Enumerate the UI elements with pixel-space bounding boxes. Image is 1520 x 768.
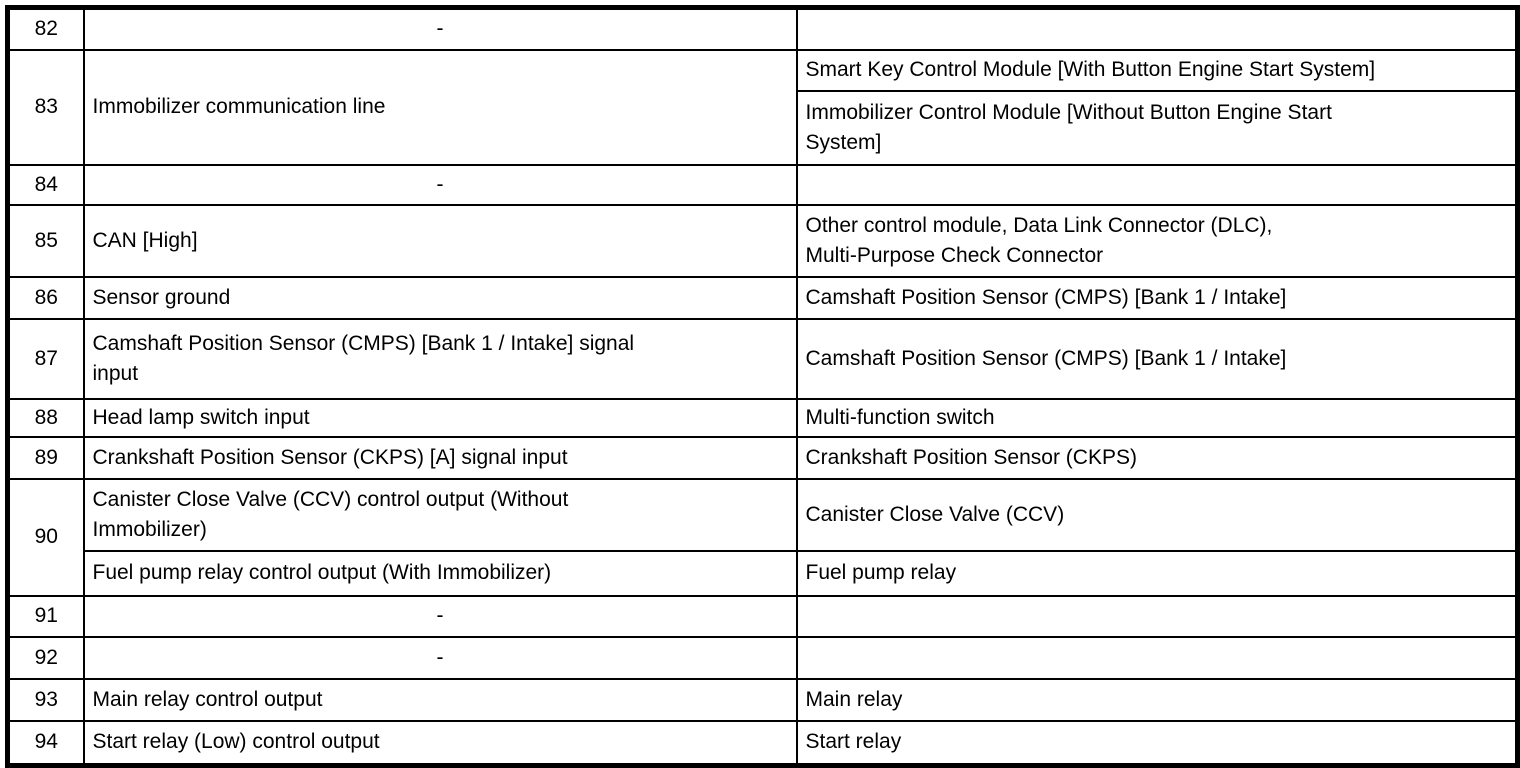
description-cell: Sensor ground: [82, 275, 798, 320]
description-cell: -: [82, 635, 798, 680]
table-row: 82 -: [6, 6, 1519, 51]
table-row: 88 Head lamp switch input Multi-function…: [6, 397, 1519, 438]
description-cell: Start relay (Low) control output: [82, 719, 798, 767]
connected-cell: [795, 6, 1519, 51]
description-cell: CAN [High]: [82, 203, 798, 278]
connected-cell: Smart Key Control Module [With Button En…: [795, 48, 1519, 92]
pin-number-cell: 82: [6, 6, 85, 51]
pin-number-cell: 84: [6, 163, 85, 206]
table-row: 83 Immobilizer communication line Smart …: [6, 48, 1519, 166]
connected-cell: Camshaft Position Sensor (CMPS) [Bank 1 …: [795, 317, 1519, 400]
connected-cell: Crankshaft Position Sensor (CKPS): [795, 435, 1519, 480]
table-row: 85 CAN [High] Other control module, Data…: [6, 203, 1519, 278]
pin-number-cell: 88: [6, 397, 85, 438]
connected-cell: [795, 594, 1519, 638]
description-cell: Immobilizer communication line: [82, 48, 798, 166]
pin-number-cell: 94: [6, 719, 85, 767]
pin-number-cell: 85: [6, 203, 85, 278]
pin-number-cell: 92: [6, 635, 85, 680]
table-row: 94 Start relay (Low) control output Star…: [6, 719, 1519, 767]
description-cell: Fuel pump relay control output (With Imm…: [82, 549, 798, 597]
connected-cell: Other control module, Data Link Connecto…: [795, 203, 1519, 278]
description-cell: Main relay control output: [82, 677, 798, 722]
connected-cell: [795, 635, 1519, 680]
table-row: 93 Main relay control output Main relay: [6, 677, 1519, 722]
table-row: 86 Sensor ground Camshaft Position Senso…: [6, 275, 1519, 320]
connector-pin-table: 82 - 83 Immobilizer communication line S…: [5, 5, 1520, 768]
pin-number-cell: 83: [6, 48, 85, 166]
pin-number-cell: 91: [6, 594, 85, 638]
connected-cell: Main relay: [795, 677, 1519, 722]
description-cell: -: [82, 6, 798, 51]
table-row: 89 Crankshaft Position Sensor (CKPS) [A]…: [6, 435, 1519, 480]
description-cell: Crankshaft Position Sensor (CKPS) [A] si…: [82, 435, 798, 480]
pin-number-cell: 93: [6, 677, 85, 722]
pin-number-cell: 90: [6, 477, 85, 597]
connected-cell: Start relay: [795, 719, 1519, 767]
pin-number-cell: 86: [6, 275, 85, 320]
table-sub-row: Immobilizer Control Module [Without Butt…: [8, 89, 1519, 166]
table-sub-row: Fuel pump relay control output (With Imm…: [8, 549, 1519, 597]
description-cell: Head lamp switch input: [82, 397, 798, 438]
connected-cell: [795, 163, 1519, 206]
connected-cell: Fuel pump relay: [795, 549, 1519, 597]
table-row: 87 Camshaft Position Sensor (CMPS) [Bank…: [6, 317, 1519, 400]
connected-cell: Immobilizer Control Module [Without Butt…: [795, 89, 1519, 166]
description-cell: -: [82, 163, 798, 206]
pin-number-cell: 87: [6, 317, 85, 400]
table-row: 91 -: [6, 594, 1519, 638]
connected-cell: Multi-function switch: [795, 397, 1519, 438]
connected-cell: Camshaft Position Sensor (CMPS) [Bank 1 …: [795, 275, 1519, 320]
connected-cell: Canister Close Valve (CCV): [795, 477, 1519, 552]
description-cell: Canister Close Valve (CCV) control outpu…: [82, 477, 798, 552]
table-row: 84 -: [6, 163, 1519, 206]
table-row: 92 -: [6, 635, 1519, 680]
pin-number-cell: 89: [6, 435, 85, 480]
description-cell: -: [82, 594, 798, 638]
description-cell: Camshaft Position Sensor (CMPS) [Bank 1 …: [82, 317, 798, 400]
table-row: 90 Canister Close Valve (CCV) control ou…: [6, 477, 1519, 597]
